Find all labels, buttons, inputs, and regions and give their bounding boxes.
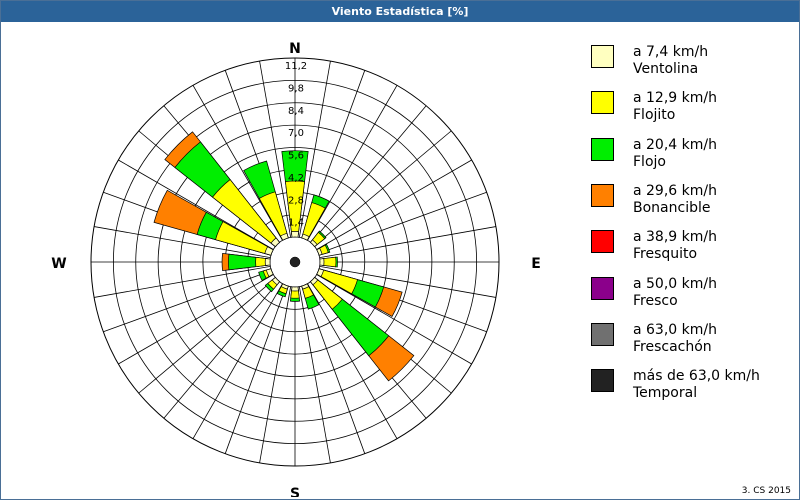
direction-label-w: W bbox=[51, 256, 66, 272]
grid-spoke bbox=[103, 270, 272, 333]
grid-spoke bbox=[259, 286, 292, 463]
wind-bar-ventolina bbox=[291, 286, 299, 292]
wind-rose: 1,4 2,8 4,2 5,6 7,0 8,4 9,8 11,2 N E S W bbox=[51, 41, 541, 497]
legend-name: Frescachón bbox=[633, 338, 712, 355]
grid-spoke bbox=[163, 280, 280, 419]
legend-swatch bbox=[591, 45, 614, 68]
radial-tick-label: 1,4 bbox=[288, 218, 304, 229]
grid-spoke bbox=[118, 274, 274, 365]
wind-bar-ventolina bbox=[280, 283, 289, 290]
radial-tick-label: 11,2 bbox=[285, 61, 307, 72]
legend-item: a 7,4 km/h Ventolina bbox=[591, 44, 791, 91]
wind-bar-ventolina bbox=[301, 283, 310, 290]
wind-bar-ventolina bbox=[290, 231, 300, 238]
legend-item: más de 63,0 km/h Temporal bbox=[591, 368, 791, 415]
wind-bars bbox=[153, 131, 415, 382]
wind-bar-ventolina bbox=[265, 268, 274, 278]
grid-spoke bbox=[298, 286, 331, 463]
wind-bar-ventolina bbox=[279, 232, 289, 241]
direction-label-n: N bbox=[289, 41, 301, 57]
legend-range: a 12,9 km/h bbox=[633, 90, 717, 107]
legend-range: a 20,4 km/h bbox=[633, 136, 717, 153]
axis-labels: 1,4 2,8 4,2 5,6 7,0 8,4 9,8 11,2 N E S W bbox=[51, 41, 541, 497]
wind-bar-ventolina bbox=[309, 239, 318, 248]
grid-spoke bbox=[118, 159, 274, 250]
grid-spoke bbox=[316, 274, 472, 365]
radial-tick-label: 7,0 bbox=[288, 128, 304, 139]
legend-item: a 12,9 km/h Flojito bbox=[591, 90, 791, 137]
legend-range: a 7,4 km/h bbox=[633, 44, 709, 60]
grid-spoke bbox=[298, 61, 331, 238]
radial-tick-label: 2,8 bbox=[288, 195, 304, 206]
wind-bar-ventolina bbox=[264, 258, 271, 266]
grid-spoke bbox=[192, 283, 283, 439]
legend-swatch bbox=[591, 230, 614, 254]
legend-swatch bbox=[591, 137, 614, 161]
radial-tick-label: 9,8 bbox=[288, 83, 304, 94]
direction-label-e: E bbox=[531, 256, 541, 272]
wind-bar-ventolina bbox=[316, 247, 323, 256]
legend-name: Flojito bbox=[633, 107, 676, 124]
chart-title: Viento Estadística [%] bbox=[1, 1, 799, 22]
radial-tick-label: 8,4 bbox=[288, 106, 304, 117]
wind-bar-ventolina bbox=[264, 246, 274, 256]
grid-spoke bbox=[318, 191, 487, 254]
grid-spoke bbox=[94, 265, 271, 298]
legend-item: a 20,4 km/h Flojo bbox=[591, 136, 791, 184]
grid-spoke bbox=[310, 105, 427, 244]
legend-range: a 50,0 km/h bbox=[633, 275, 717, 292]
legend-range: a 38,9 km/h bbox=[633, 229, 717, 246]
grid-spoke bbox=[307, 283, 398, 439]
radial-tick-label: 5,6 bbox=[288, 151, 304, 162]
grid-spoke bbox=[138, 277, 277, 394]
footer-text: 3. CS 2015 bbox=[741, 486, 791, 496]
legend-item: a 38,9 km/h Fresquito bbox=[591, 229, 791, 276]
legend-name: Bonancible bbox=[633, 199, 711, 216]
grid-spoke bbox=[224, 285, 287, 454]
legend-name: Ventolina bbox=[633, 61, 699, 77]
legend-name: Fresco bbox=[633, 292, 678, 309]
radial-tick-label: 4,2 bbox=[288, 173, 304, 184]
legend-name: Temporal bbox=[633, 385, 698, 402]
grid-spoke bbox=[303, 285, 366, 454]
wind-bar-ventolina bbox=[301, 233, 310, 241]
grid-spoke bbox=[307, 85, 398, 241]
legend-range: a 63,0 km/h bbox=[633, 321, 717, 338]
grid-spoke bbox=[192, 85, 283, 241]
legend-item: a 29,6 km/h Bonancible bbox=[591, 182, 791, 230]
grid-spoke bbox=[313, 130, 452, 247]
legend-swatch bbox=[591, 183, 614, 207]
grid-spoke bbox=[316, 159, 472, 250]
grid-spoke bbox=[94, 226, 271, 259]
legend-name: Fresquito bbox=[633, 246, 698, 263]
grid-spoke bbox=[319, 265, 496, 298]
legend-item: a 50,0 km/h Fresco bbox=[591, 275, 791, 323]
wind-bar-ventolina bbox=[316, 268, 325, 278]
wind-bar-ventolina bbox=[309, 276, 319, 286]
legend-swatch bbox=[591, 369, 614, 393]
direction-label-s: S bbox=[290, 486, 300, 497]
legend-item: a 63,0 km/h Frescachón bbox=[591, 321, 791, 369]
legend-range: a 29,6 km/h bbox=[633, 182, 717, 199]
grid-spoke bbox=[319, 226, 496, 259]
wind-bar-ventolina bbox=[270, 237, 281, 248]
legend-swatch bbox=[591, 322, 614, 346]
legend-swatch bbox=[591, 276, 614, 300]
wind-bar-flojito bbox=[285, 180, 305, 238]
legend-range: más de 63,0 km/h bbox=[633, 368, 760, 385]
legend-swatch bbox=[591, 91, 614, 115]
wind-bar-ventolina bbox=[271, 276, 281, 286]
wind-bar-ventolina bbox=[319, 258, 325, 266]
center-mark bbox=[289, 256, 301, 268]
legend-name: Flojo bbox=[633, 153, 666, 170]
grid-spoke bbox=[259, 61, 292, 238]
